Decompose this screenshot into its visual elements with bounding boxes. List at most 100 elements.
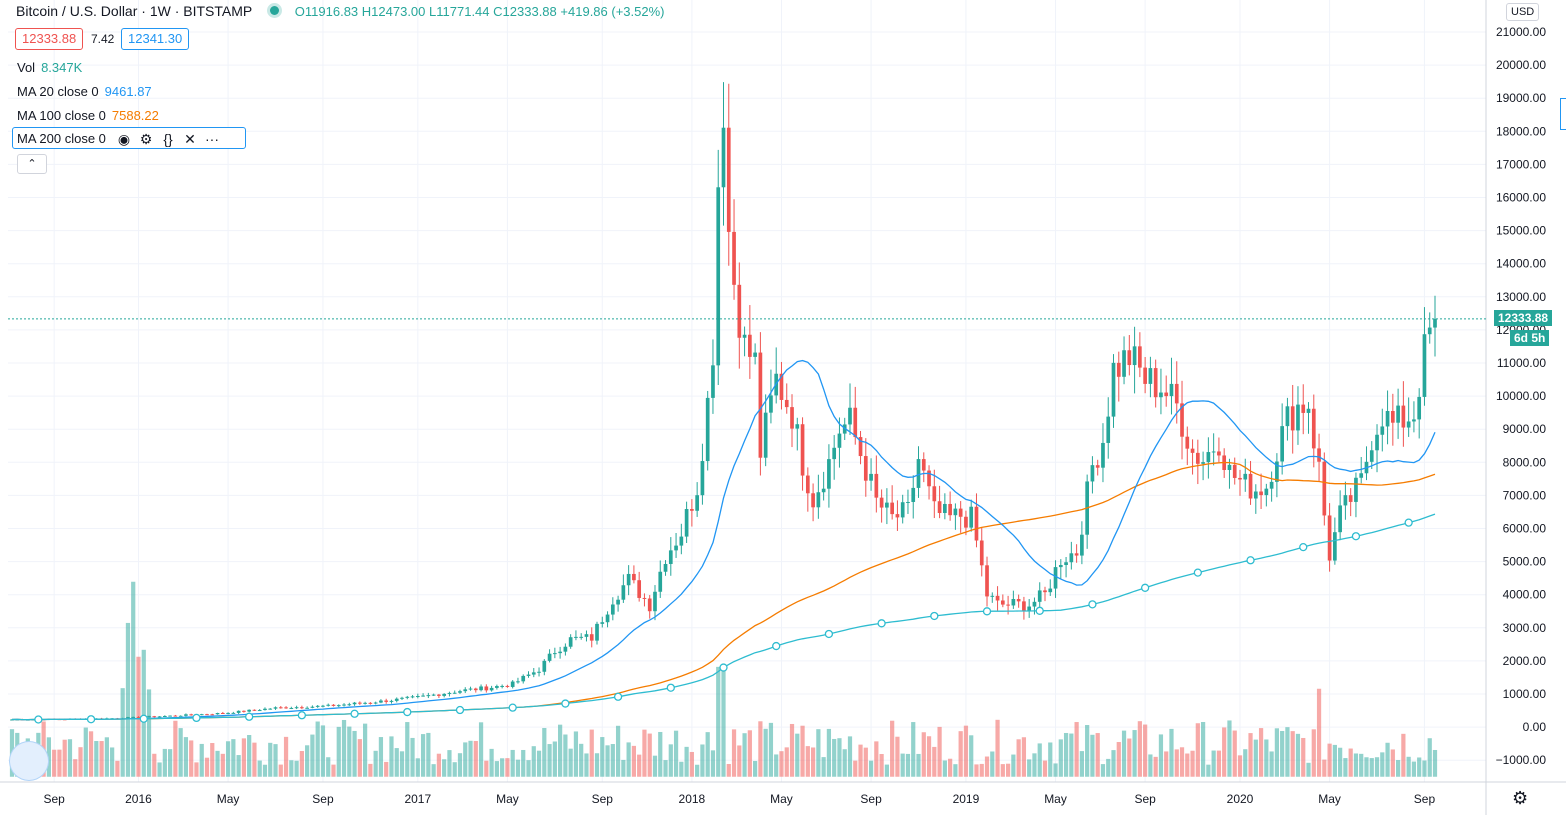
candle-body: [1037, 590, 1042, 602]
candle-body: [1275, 461, 1279, 482]
candle-body: [178, 715, 183, 717]
volume-bar: [410, 737, 415, 777]
volume-bar: [1332, 744, 1337, 777]
buy-price-button[interactable]: 12341.30: [121, 28, 190, 50]
currency-label[interactable]: USD: [1506, 3, 1540, 21]
volume-bar: [716, 666, 721, 777]
more-icon[interactable]: ···: [205, 131, 219, 147]
candle-body: [147, 716, 151, 718]
candle-body: [173, 715, 178, 717]
candle-body: [616, 599, 620, 605]
gear-icon[interactable]: ⚙: [139, 131, 153, 147]
settings-gear-icon[interactable]: ⚙: [1512, 788, 1529, 808]
volume-bar: [162, 748, 167, 777]
candle-body: [637, 580, 642, 598]
volume-bar: [884, 764, 889, 777]
x-tick-label: 2016: [125, 792, 152, 806]
candle-body: [906, 501, 910, 503]
candle-body: [379, 700, 383, 703]
candle-body: [943, 503, 947, 514]
candle-body: [489, 687, 494, 691]
candle-body: [342, 704, 346, 706]
eye-icon[interactable]: ◉: [117, 131, 131, 147]
tradingview-logo[interactable]: [10, 742, 48, 780]
volume-bar: [1200, 722, 1206, 777]
volume-bar: [1280, 730, 1285, 777]
spread-value: 7.42: [91, 32, 115, 46]
volume-bar: [78, 747, 83, 777]
candle-body: [516, 681, 520, 683]
volume-bar: [1037, 743, 1042, 777]
volume-bar: [652, 755, 658, 777]
volume-bar: [1127, 738, 1132, 777]
volume-bar: [500, 758, 505, 777]
volume-bar: [494, 761, 499, 777]
candle-body: [574, 636, 578, 638]
volume-bar: [384, 761, 389, 777]
candle-body: [1153, 368, 1158, 398]
volume-bar: [468, 740, 473, 777]
candle-body: [1169, 383, 1174, 397]
x-tick-label: Sep: [1414, 792, 1436, 806]
candle-body: [647, 598, 652, 612]
candle-body: [832, 447, 837, 460]
close-icon[interactable]: ✕: [184, 131, 196, 147]
candle-body: [1317, 448, 1321, 462]
volume-bar: [236, 755, 241, 777]
volume-bar: [1206, 764, 1211, 777]
volume-bar: [199, 743, 204, 777]
volume-bar: [1316, 688, 1322, 777]
volume-bar: [62, 739, 67, 777]
candle-body: [205, 714, 209, 716]
volume-bar: [331, 764, 336, 777]
volume-bar: [1069, 733, 1074, 777]
candle-body: [1000, 600, 1005, 605]
candle-body: [937, 501, 942, 514]
candle-body: [1359, 473, 1364, 478]
candle-body: [948, 503, 952, 516]
volume-bar: [1364, 757, 1369, 777]
ma100-indicator[interactable]: MA 100 close 0 7588.22: [17, 108, 159, 123]
volume-bar: [847, 736, 853, 777]
volume-bar: [984, 756, 990, 777]
volume-bar: [368, 763, 373, 777]
y-tick-label: 10000.00: [1496, 389, 1546, 403]
candle-body: [595, 623, 599, 641]
volume-indicator[interactable]: Vol 8.347K: [17, 60, 83, 75]
x-tick-label: Sep: [592, 792, 614, 806]
candle-body: [1148, 368, 1153, 384]
volume-bar: [768, 722, 774, 777]
volume-bar: [663, 760, 668, 777]
candle-body: [668, 550, 673, 564]
volume-bar: [979, 763, 984, 777]
volume-bar: [1353, 753, 1359, 777]
braces-icon[interactable]: {}: [163, 131, 173, 147]
volume-bar: [1369, 758, 1374, 777]
volume-bar: [916, 753, 921, 777]
volume-bar: [326, 757, 331, 777]
volume-bar: [463, 742, 468, 777]
volume-bar: [420, 734, 426, 777]
candle-body: [1348, 495, 1353, 502]
ma200-marker: [1088, 600, 1097, 609]
chevron-up-icon[interactable]: ⌃: [17, 154, 47, 174]
candle-body: [331, 704, 336, 706]
volume-bar: [389, 736, 394, 777]
candle-body: [900, 502, 905, 518]
volume-bar: [684, 746, 689, 777]
candle-body: [215, 713, 220, 715]
candle-body: [1043, 590, 1047, 593]
sell-price-button[interactable]: 12333.88: [15, 28, 84, 50]
volume-bar: [1417, 757, 1422, 777]
ma20-indicator[interactable]: MA 20 close 0 9461.87: [17, 84, 152, 99]
candle-body: [1206, 452, 1211, 463]
candle-body: [726, 127, 731, 232]
symbol-title[interactable]: Bitcoin / U.S. Dollar · 1W · BITSTAMP: [16, 3, 252, 19]
candle-body: [373, 702, 378, 704]
candle-body: [985, 565, 989, 597]
ma200-indicator[interactable]: MA 200 close 0 ◉ ⚙{} ✕ ···: [12, 127, 246, 149]
candle-body: [526, 674, 531, 676]
candle-body: [289, 707, 294, 709]
side-panel-tab[interactable]: [1560, 98, 1566, 130]
